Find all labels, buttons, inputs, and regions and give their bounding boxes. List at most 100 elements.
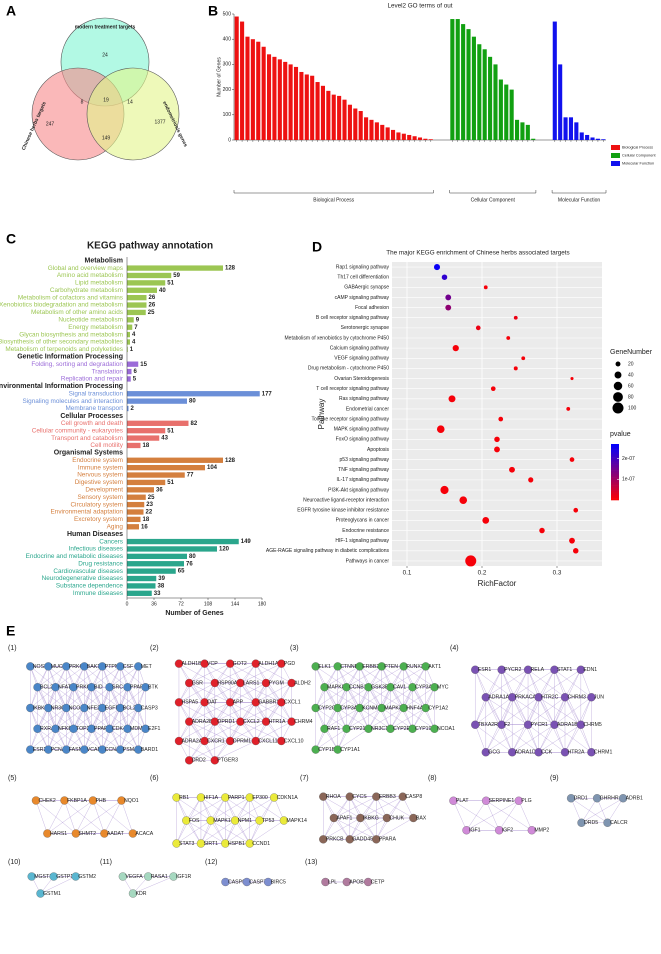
edge — [485, 724, 502, 753]
node-label: VCP — [207, 661, 218, 667]
node-label: HARS1 — [50, 831, 67, 837]
point — [570, 376, 574, 381]
node — [523, 720, 533, 729]
bar — [428, 139, 433, 140]
edge — [48, 687, 74, 709]
node-label: BTK — [148, 685, 159, 691]
bar — [127, 561, 184, 567]
node — [31, 796, 41, 805]
edge — [225, 820, 236, 844]
category-label: MAPK signaling pathway — [334, 427, 390, 433]
cluster-label: (11) — [100, 859, 112, 866]
node — [321, 877, 330, 887]
node — [116, 662, 125, 671]
category-label: Global and overview maps — [48, 265, 123, 272]
bar — [364, 117, 369, 140]
point — [521, 356, 526, 361]
edge — [564, 669, 581, 698]
point — [513, 315, 518, 320]
node — [245, 793, 254, 802]
bar — [498, 79, 503, 140]
value-label: 16 — [141, 524, 148, 530]
edge — [178, 721, 215, 742]
category-label: Drug metabolism - cytochrome P450 — [308, 366, 389, 372]
cluster-label: (13) — [305, 859, 317, 866]
node — [210, 717, 219, 726]
edge — [210, 797, 226, 821]
value-label: 128 — [225, 266, 236, 272]
category-label: Ovarian Steroidogenesis — [334, 376, 389, 382]
node-label: CTNNB1 — [340, 664, 361, 670]
edge — [538, 669, 555, 698]
bar — [127, 464, 205, 471]
bar — [127, 583, 156, 589]
colorbar-step — [611, 485, 619, 488]
node-label: CASP3 — [141, 705, 158, 711]
edge — [55, 707, 85, 729]
node-label: BID — [94, 685, 103, 691]
value-label: 128 — [225, 458, 236, 464]
bar — [353, 108, 358, 140]
edge — [475, 724, 486, 753]
bar — [127, 516, 141, 523]
edge — [55, 666, 85, 688]
node — [134, 703, 143, 713]
bar — [127, 435, 160, 441]
bar — [127, 368, 132, 375]
node-label: GADD45A — [352, 837, 377, 843]
node — [497, 720, 506, 729]
bar — [504, 84, 509, 140]
bar — [595, 138, 600, 140]
node — [98, 745, 107, 754]
bar — [272, 56, 277, 141]
edge — [315, 687, 347, 709]
venn-count: 247 — [46, 121, 55, 127]
node-label: ACACA — [135, 831, 153, 837]
legend-label: Cellular Component — [622, 154, 657, 158]
size-legend-label: 20 — [628, 361, 634, 367]
node-label: LARS1 — [243, 680, 260, 686]
bar — [245, 36, 250, 140]
node-label: IGF2 — [502, 828, 514, 834]
colorbar-step — [611, 464, 619, 467]
edge — [200, 820, 211, 844]
edge — [580, 724, 592, 753]
point — [494, 436, 500, 443]
category-label: Endocrine resistance — [342, 528, 389, 534]
point — [528, 477, 534, 483]
node-label: PTPN6 — [105, 664, 122, 670]
node-label: CHEK2 — [38, 798, 55, 804]
cluster-label: (10) — [8, 859, 20, 866]
node-label: CYP3A43 — [415, 685, 438, 691]
bar — [514, 119, 520, 140]
node — [128, 889, 138, 898]
bar — [331, 94, 336, 140]
edge — [66, 687, 92, 709]
colorbar-step — [611, 449, 619, 452]
colorbar-step — [611, 496, 619, 499]
node — [88, 796, 98, 805]
node-label: CHUK — [389, 815, 404, 821]
node-label: PPARD — [94, 726, 112, 732]
bar — [127, 405, 129, 412]
group-header: Genetic Information Processing — [17, 354, 123, 361]
category-label: Environmental adaptation — [51, 509, 124, 516]
category-label: Transport and catabolism — [51, 435, 123, 442]
edge — [315, 728, 347, 750]
node — [62, 703, 71, 713]
node-label: CASP8 — [405, 794, 422, 800]
bar — [385, 127, 390, 140]
edge — [47, 800, 65, 834]
node — [603, 818, 612, 827]
bar — [315, 82, 320, 140]
edge — [570, 798, 582, 823]
node-label: NFATC1 — [58, 685, 78, 691]
bar — [127, 553, 187, 560]
node — [174, 659, 184, 668]
node — [210, 678, 219, 688]
edge — [324, 707, 360, 729]
node — [71, 872, 80, 881]
node — [481, 693, 490, 702]
node — [534, 748, 543, 757]
bar — [127, 420, 189, 426]
